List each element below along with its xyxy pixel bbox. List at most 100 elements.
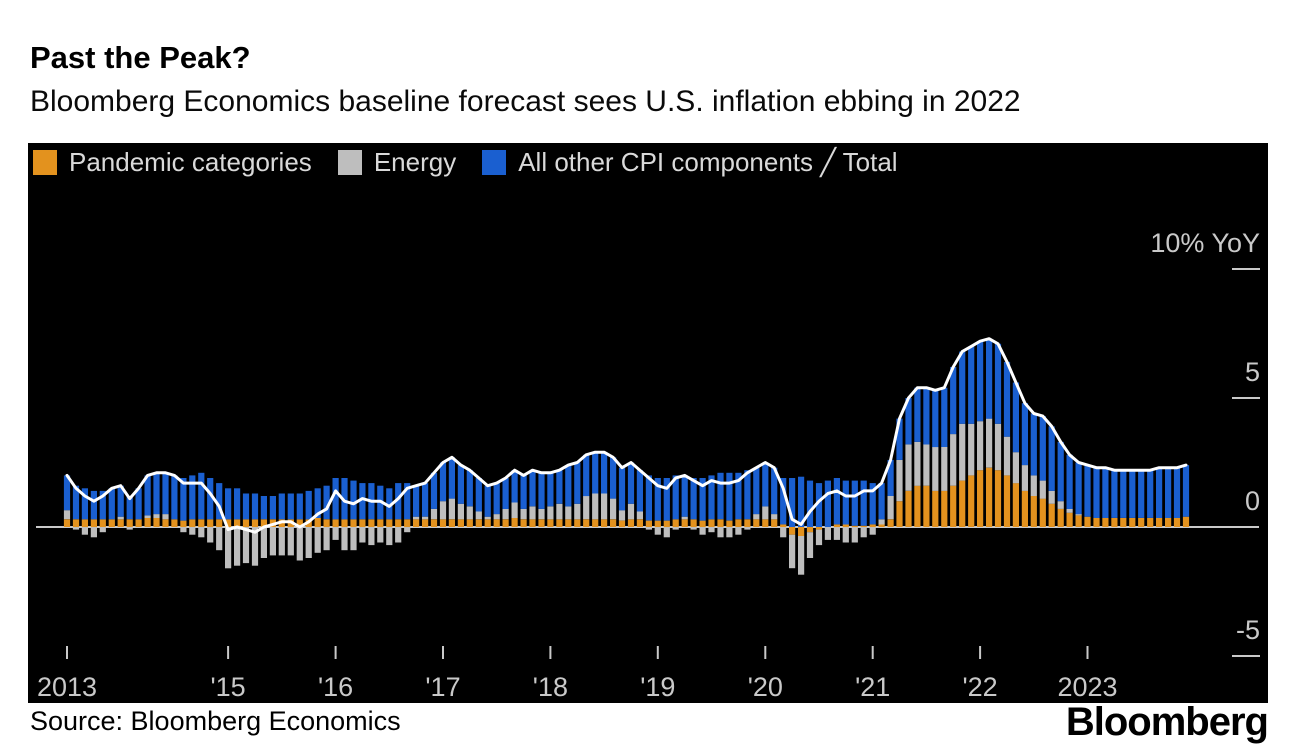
bar-energy xyxy=(959,423,966,481)
bar-all-other-cpi-components xyxy=(323,485,330,520)
bar-all-other-cpi-components xyxy=(744,470,751,520)
bar-all-other-cpi-components xyxy=(439,462,447,502)
bar-all-other-cpi-components xyxy=(126,496,133,520)
bar-all-other-cpi-components xyxy=(251,493,259,520)
bar-pandemic-categories xyxy=(63,519,71,527)
bar-pandemic-categories xyxy=(72,519,80,527)
bar-all-other-cpi-components xyxy=(690,478,697,520)
bar-energy xyxy=(529,506,536,520)
bar-all-other-cpi-components xyxy=(896,418,903,460)
bar-all-other-cpi-components xyxy=(538,472,545,509)
bar-pandemic-categories xyxy=(663,520,670,528)
bar-all-other-cpi-components xyxy=(117,485,124,517)
x-tick-label: '16 xyxy=(318,672,353,702)
bar-all-other-cpi-components xyxy=(466,470,473,507)
bar-all-other-cpi-components xyxy=(565,465,572,507)
bar-all-other-cpi-components xyxy=(314,488,321,518)
bar-pandemic-categories xyxy=(986,467,993,527)
bar-all-other-cpi-components xyxy=(708,475,715,520)
bar-pandemic-categories xyxy=(332,519,339,527)
bar-energy xyxy=(726,527,733,538)
bar-energy xyxy=(493,514,500,520)
bar-pandemic-categories xyxy=(1066,512,1073,527)
legend-label: All other CPI components ╱ Total xyxy=(518,146,898,177)
bar-energy xyxy=(413,516,420,520)
bar-pandemic-categories xyxy=(753,519,760,527)
bar-pandemic-categories xyxy=(108,519,115,527)
bar-all-other-cpi-components xyxy=(269,496,276,520)
bar-all-other-cpi-components xyxy=(905,398,912,445)
bar-energy xyxy=(502,508,509,520)
bar-all-other-cpi-components xyxy=(887,459,894,496)
bar-energy xyxy=(520,508,527,520)
bar-pandemic-categories xyxy=(1030,496,1037,527)
bar-pandemic-categories xyxy=(672,519,679,527)
bar-energy xyxy=(350,527,357,551)
bar-pandemic-categories xyxy=(350,519,357,527)
bar-energy xyxy=(842,527,849,543)
bar-energy xyxy=(395,527,402,543)
bar-pandemic-categories xyxy=(690,519,697,527)
bar-all-other-cpi-components xyxy=(610,457,617,499)
bar-energy xyxy=(538,508,545,520)
bar-energy xyxy=(923,444,930,486)
bar-energy xyxy=(753,514,760,520)
bar-all-other-cpi-components xyxy=(968,346,975,424)
bar-energy xyxy=(225,527,232,569)
bar-energy xyxy=(162,514,169,520)
bar-pandemic-categories xyxy=(296,519,303,527)
bar-pandemic-categories xyxy=(251,519,259,527)
bar-pandemic-categories xyxy=(171,519,178,527)
bar-pandemic-categories xyxy=(601,519,608,527)
bar-energy xyxy=(869,527,876,535)
bar-energy xyxy=(278,527,285,556)
bar-all-other-cpi-components xyxy=(618,467,626,511)
bar-all-other-cpi-components xyxy=(654,478,661,521)
bar-pandemic-categories xyxy=(314,518,321,527)
bar-pandemic-categories xyxy=(189,519,196,527)
bar-all-other-cpi-components xyxy=(475,478,482,512)
bar-pandemic-categories xyxy=(386,519,393,527)
bar-energy xyxy=(90,527,97,538)
bar-energy xyxy=(1075,514,1082,516)
bar-all-other-cpi-components xyxy=(99,490,106,520)
bar-all-other-cpi-components xyxy=(977,341,984,422)
x-tick-label: '20 xyxy=(748,672,783,702)
bar-energy xyxy=(887,496,894,520)
bar-energy xyxy=(359,527,366,543)
bar-all-other-cpi-components xyxy=(81,488,88,520)
bar-all-other-cpi-components xyxy=(180,478,187,521)
bar-all-other-cpi-components xyxy=(90,490,97,520)
bar-energy xyxy=(824,527,831,540)
bar-all-other-cpi-components xyxy=(108,488,115,520)
bar-pandemic-categories xyxy=(592,519,599,527)
bar-pandemic-categories xyxy=(726,520,733,528)
bar-all-other-cpi-components xyxy=(1030,413,1037,476)
bar-pandemic-categories xyxy=(126,519,133,527)
bar-pandemic-categories xyxy=(520,519,527,527)
bar-energy xyxy=(180,527,187,533)
bar-energy xyxy=(798,536,805,575)
bar-all-other-cpi-components xyxy=(601,452,608,494)
bar-all-other-cpi-components xyxy=(234,488,241,520)
bar-all-other-cpi-components xyxy=(502,478,509,509)
bar-pandemic-categories xyxy=(439,519,447,527)
bar-pandemic-categories xyxy=(99,519,106,527)
bar-pandemic-categories xyxy=(117,519,124,527)
bar-all-other-cpi-components xyxy=(806,480,814,527)
bar-pandemic-categories xyxy=(511,518,518,527)
bar-energy xyxy=(287,527,294,556)
bar-energy xyxy=(1039,480,1046,499)
bar-all-other-cpi-components xyxy=(72,485,80,520)
legend-item-energy: Energy xyxy=(337,147,456,178)
bar-all-other-cpi-components xyxy=(520,475,527,509)
bar-energy xyxy=(126,527,133,530)
bar-pandemic-categories xyxy=(547,519,554,527)
legend-item-all-other-cpi-components-total: All other CPI components ╱ Total xyxy=(482,146,898,178)
bar-all-other-cpi-components xyxy=(950,367,957,435)
y-tick-label: 0 xyxy=(1245,486,1260,516)
bar-pandemic-categories xyxy=(618,520,626,528)
bar-energy xyxy=(323,527,330,551)
bar-energy xyxy=(216,527,223,551)
bar-energy xyxy=(386,527,393,546)
